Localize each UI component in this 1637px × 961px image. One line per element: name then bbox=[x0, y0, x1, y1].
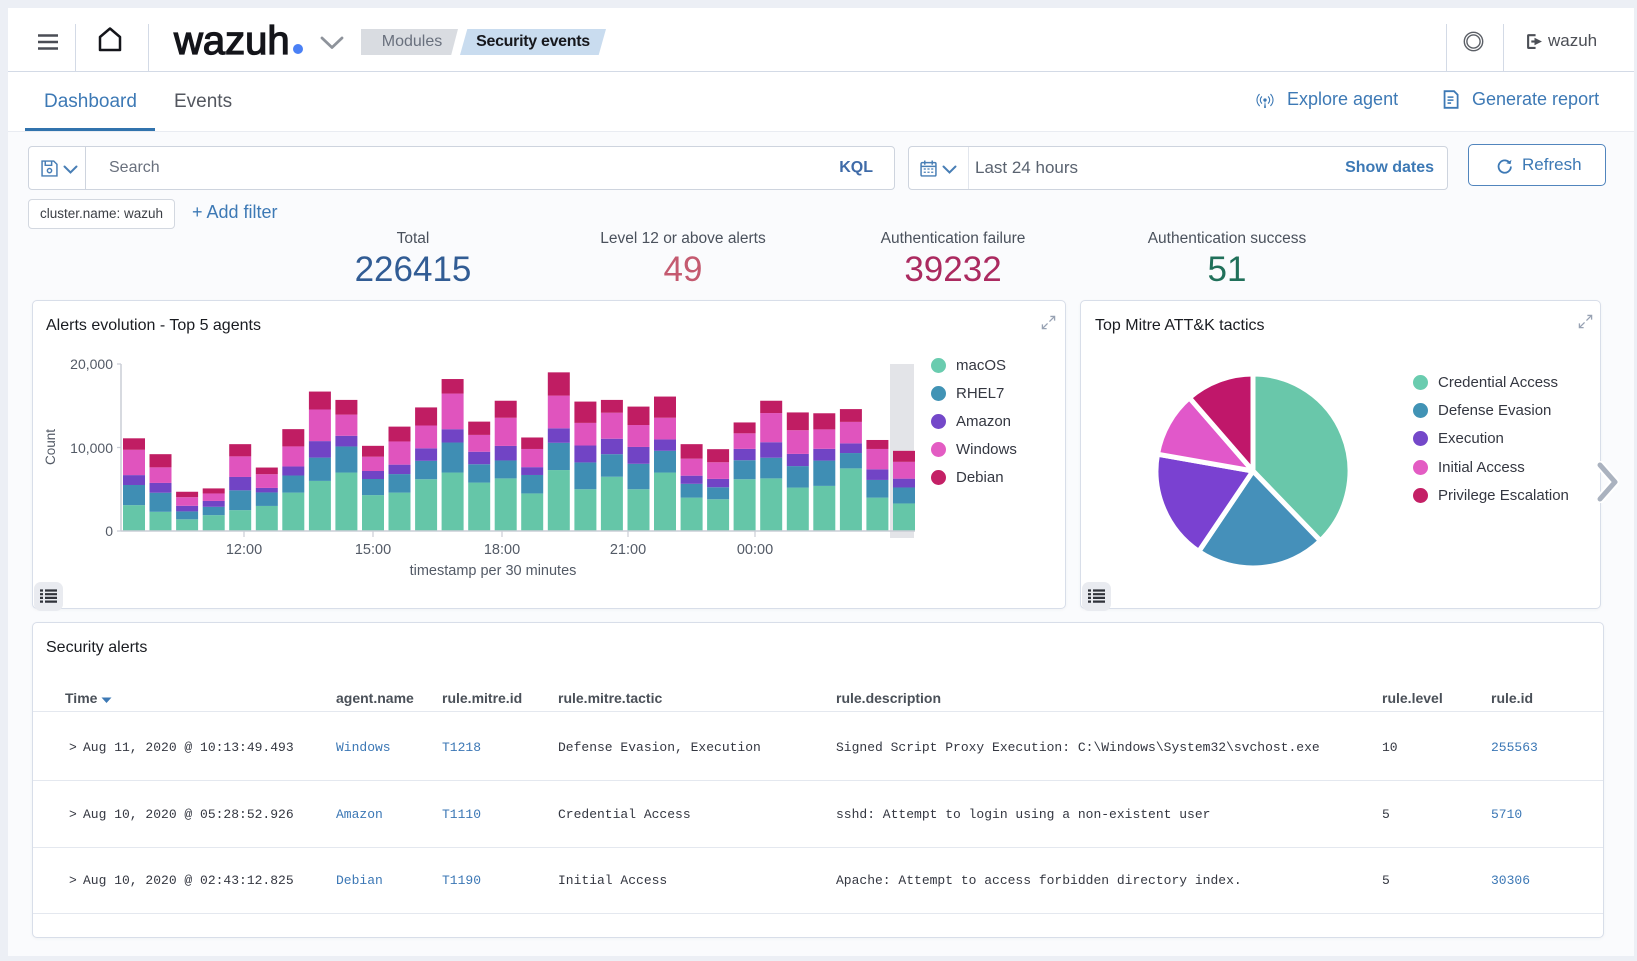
svg-text:00:00: 00:00 bbox=[737, 542, 773, 558]
svg-text:21:00: 21:00 bbox=[610, 542, 646, 558]
svg-text:15:00: 15:00 bbox=[355, 542, 391, 558]
svg-text:0: 0 bbox=[105, 523, 113, 539]
svg-text:10,000: 10,000 bbox=[70, 440, 113, 456]
svg-text:12:00: 12:00 bbox=[226, 542, 262, 558]
svg-text:Count: Count bbox=[43, 429, 58, 465]
svg-text:18:00: 18:00 bbox=[484, 542, 520, 558]
svg-text:20,000: 20,000 bbox=[70, 356, 113, 372]
svg-text:timestamp per 30 minutes: timestamp per 30 minutes bbox=[410, 563, 577, 579]
